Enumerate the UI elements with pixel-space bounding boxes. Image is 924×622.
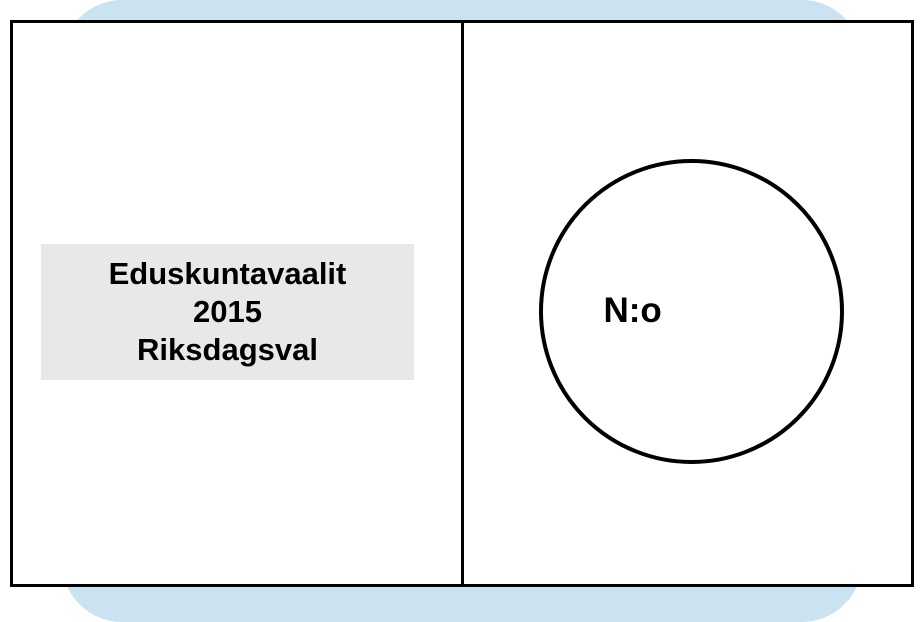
ballot-left-panel: Eduskuntavaalit 2015 Riksdagsval bbox=[13, 23, 464, 584]
title-line-finnish: Eduskuntavaalit bbox=[109, 255, 347, 293]
candidate-number-circle bbox=[539, 159, 844, 464]
title-line-swedish: Riksdagsval bbox=[137, 331, 318, 369]
election-title-box: Eduskuntavaalit 2015 Riksdagsval bbox=[41, 244, 414, 380]
ballot-right-panel: N:o bbox=[464, 23, 912, 584]
ballot-card: Eduskuntavaalit 2015 Riksdagsval N:o bbox=[10, 20, 914, 587]
title-line-year: 2015 bbox=[193, 293, 262, 331]
number-label: N:o bbox=[604, 291, 662, 331]
